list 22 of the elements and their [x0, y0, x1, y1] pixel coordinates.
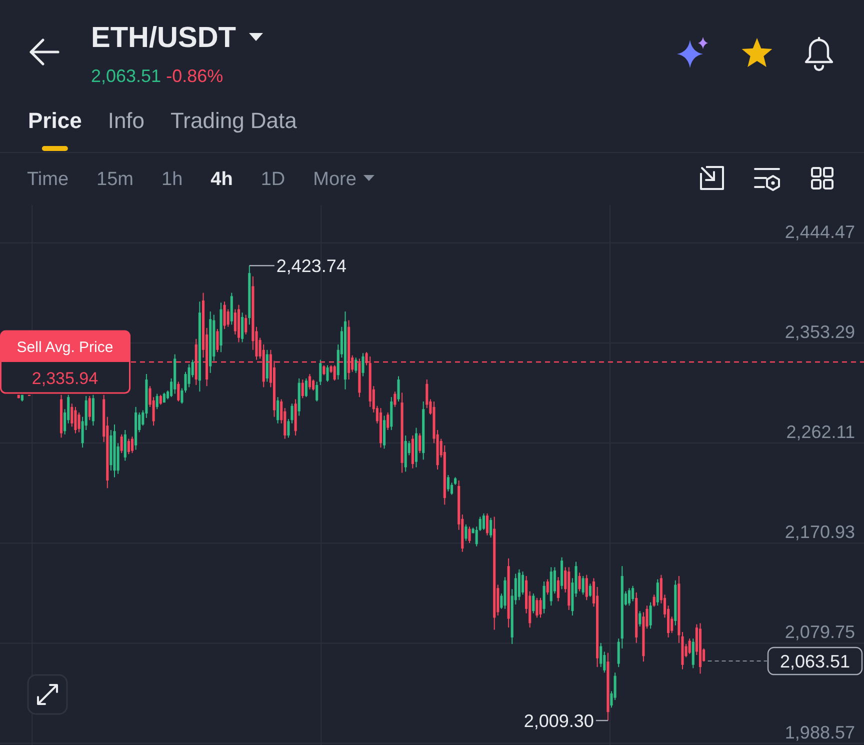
y-tick-label: 1,988.57: [784, 722, 855, 742]
annotation: 2,335.94: [32, 369, 98, 388]
text: 1h: [162, 169, 183, 190]
text: 15m: [96, 169, 134, 190]
y-tick-label: 2,170.93: [784, 522, 855, 542]
text: Info: [108, 108, 145, 133]
y-tick-label: 2,079.75: [784, 622, 855, 642]
ref-line-label: Sell Avg. Price: [16, 339, 114, 356]
text: Price: [28, 108, 82, 133]
chart-title: ETH/USDT: [91, 22, 236, 54]
text: More: [313, 169, 356, 190]
annotation: 2,009.30: [524, 711, 594, 732]
y-tick-label: 2,444.47: [784, 222, 855, 242]
text: 4h: [210, 169, 233, 190]
text: 2,063.51: [780, 652, 850, 672]
y-tick-label: 2,262.11: [786, 422, 855, 442]
text: 1D: [260, 169, 286, 190]
text: Time: [27, 169, 69, 190]
chart-subtitle: 2,063.51 -0.86%: [91, 66, 224, 86]
text: Trading Data: [170, 108, 298, 133]
annotation: 2,423.74: [276, 256, 346, 276]
y-tick-label: 2,353.29: [784, 322, 855, 342]
